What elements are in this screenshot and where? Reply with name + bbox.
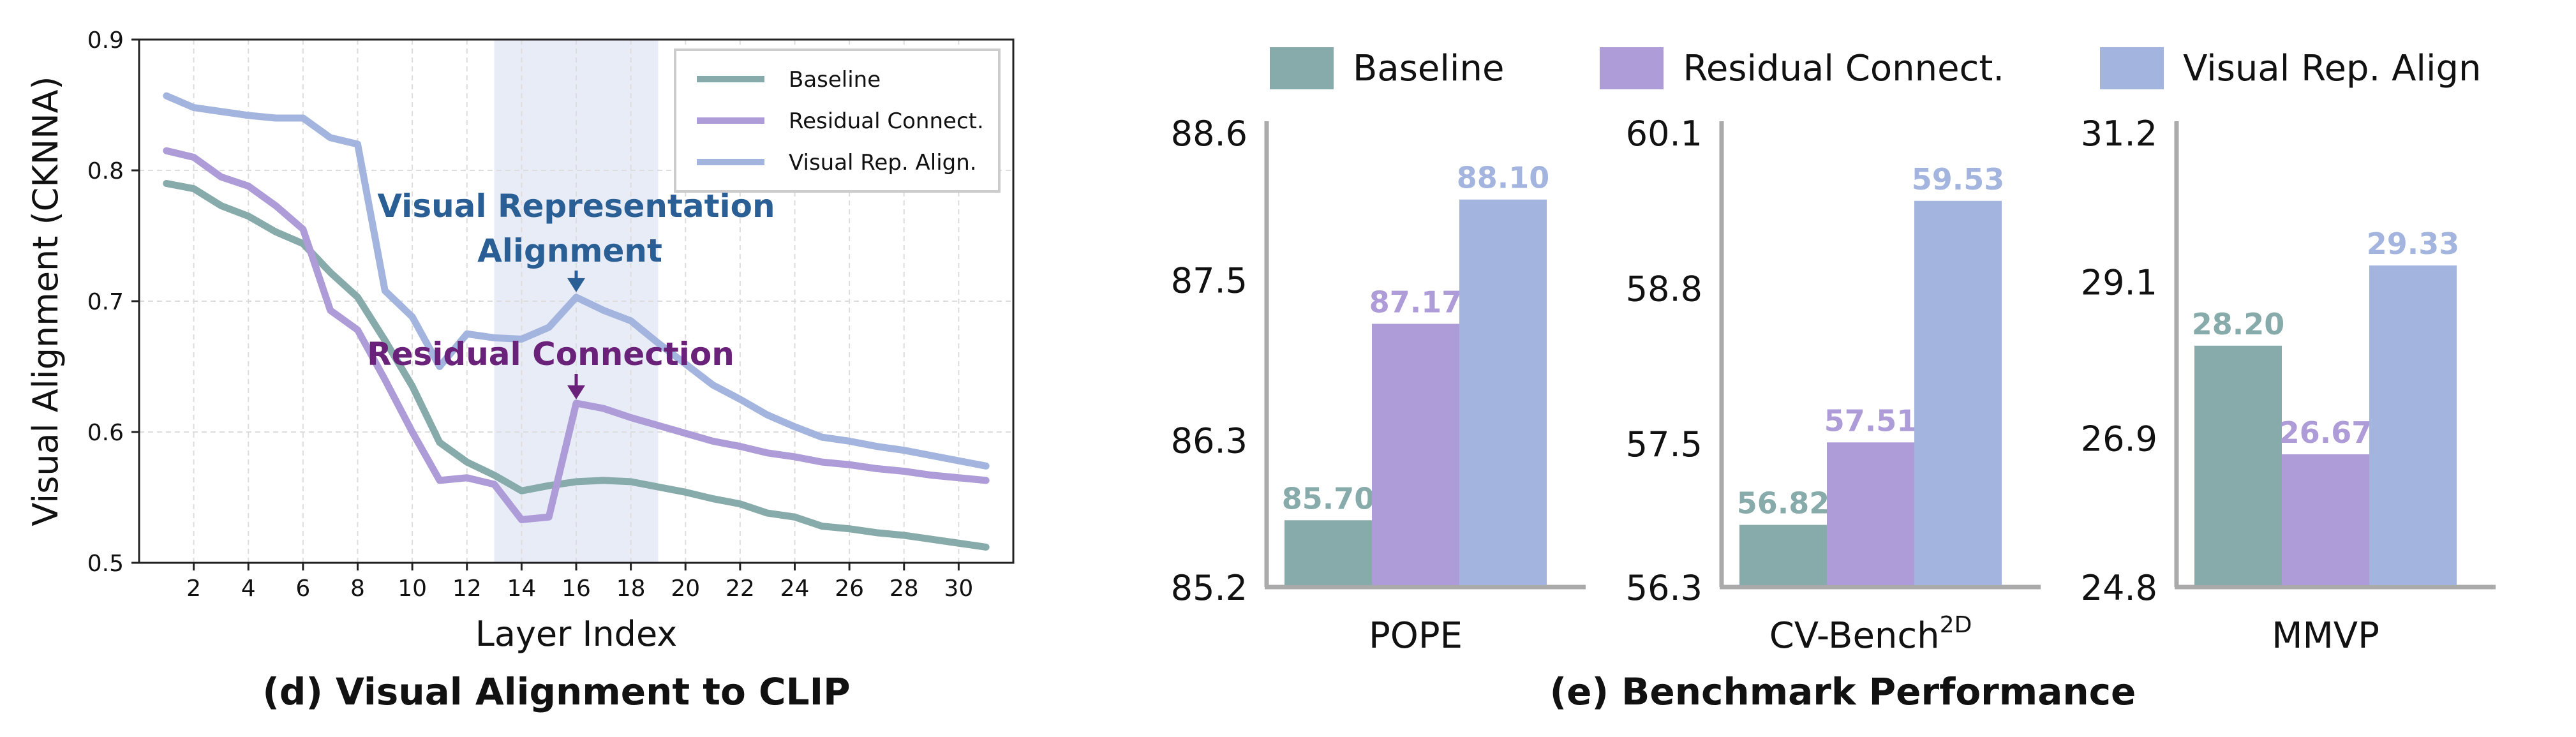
legend-label-baseline: Baseline <box>1353 47 1505 89</box>
bar-y-tick-label: 29.1 <box>2081 263 2157 303</box>
bar-y-tick-label: 31.2 <box>2081 114 2157 154</box>
line-legend-label-visual: Visual Rep. Align. <box>789 150 977 175</box>
y-tick-label: 0.6 <box>87 420 124 446</box>
x-tick-label: 8 <box>350 576 365 602</box>
x-tick-label: 20 <box>671 576 700 602</box>
legend-entry-residual: Residual Connect. <box>1600 47 2004 89</box>
bar-baseline <box>1739 525 1827 585</box>
bar-value-label-visual: 59.53 <box>1912 162 2005 197</box>
bar-y-tick-label: 87.5 <box>1171 260 1247 301</box>
line-chart: 2 4 6 8 10 12 14 16 18 20 22 24 26 28 300.50.60.70.80.… <box>26 27 1015 654</box>
x-tick-label: 16 <box>562 576 591 602</box>
x-tick-label: 2 <box>186 576 201 602</box>
bar-y-tick-label: 86.3 <box>1171 421 1247 461</box>
bar-value-label-baseline: 28.20 <box>2192 307 2285 341</box>
line-panel-caption: (d) Visual Alignment to CLIP <box>262 670 851 713</box>
legend-entry-visual: Visual Rep. Align <box>2100 47 2482 89</box>
bar-value-label-residual: 57.51 <box>1824 403 1917 438</box>
x-tick-label: 14 <box>507 576 536 602</box>
bench-legend: Baseline Residual Connect. Visual Rep. A… <box>1270 47 2482 89</box>
y-tick-label: 0.7 <box>87 289 124 315</box>
x-tick-label: 18 <box>616 576 646 602</box>
benchmark-panel: Baseline Residual Connect. Visual Rep. A… <box>1123 0 2576 737</box>
x-tick-label: 6 <box>295 576 310 602</box>
bar-y-tick-label: 57.5 <box>1626 424 1702 465</box>
series-line-residual <box>163 147 990 523</box>
bar-y-tick-label: 88.6 <box>1171 114 1247 154</box>
bar-visual <box>1459 199 1547 585</box>
bar-chart-title-superscript: 2D <box>1940 612 1972 638</box>
bar-value-label-visual: 29.33 <box>2367 227 2460 261</box>
bar-chart-title: MMVP <box>2272 615 2379 657</box>
bar-value-label-residual: 87.17 <box>1369 285 1463 319</box>
visual-alignment-panel: 2 4 6 8 10 12 14 16 18 20 22 24 26 28 30 0.5 0.6 0.7 0.8 0.… <box>0 0 1046 737</box>
bar-chart-title-main: MMVP <box>2272 615 2379 657</box>
bar-chart-title: POPE <box>1369 615 1463 657</box>
bar-y-tick-label: 60.1 <box>1626 114 1702 154</box>
series-line-visual <box>163 92 990 470</box>
annotation-visual-line-1: Visual Representation <box>377 188 775 225</box>
bar-residual <box>2282 454 2369 585</box>
annotation-residual-text: Residual Connection <box>367 336 734 373</box>
legend-swatch-baseline <box>1270 47 1334 89</box>
bar-residual <box>1372 324 1459 585</box>
line-legend-label-residual: Residual Connect. <box>789 108 984 134</box>
legend-label-visual: Visual Rep. Align <box>2183 47 2482 89</box>
bar-visual <box>2369 265 2457 585</box>
bar-y-tick-label: 58.8 <box>1626 269 1702 309</box>
bar-y-tick-label: 26.9 <box>2081 419 2157 459</box>
bar-value-label-baseline: 56.82 <box>1737 486 1830 521</box>
y-tick-label: 0.8 <box>87 158 124 184</box>
x-tick-label: 28 <box>890 576 919 602</box>
series-line-baseline <box>163 180 990 551</box>
x-tick-label: 10 <box>398 576 427 602</box>
y-axis-label: Visual Alignment (CKNNA) <box>26 76 66 526</box>
legend-swatch-residual <box>1600 47 1664 89</box>
bar-baseline <box>2194 345 2282 585</box>
legend-label-residual: Residual Connect. <box>1683 47 2005 89</box>
bar-chart-title-main: POPE <box>1369 615 1463 657</box>
x-axis-label: Layer Index <box>475 614 677 654</box>
y-tick-label: 0.9 <box>87 27 124 54</box>
bench-panel-caption: (e) Benchmark Performance <box>1549 670 2136 713</box>
x-tick-label: 24 <box>780 576 810 602</box>
bar-chart-title: CV-Bench2D <box>1769 612 1972 657</box>
bar-value-label-residual: 26.67 <box>2279 415 2372 450</box>
bar-y-tick-label: 56.3 <box>1626 568 1702 608</box>
annotation-visual-arrow-head <box>567 278 585 292</box>
bar-baseline <box>1284 520 1372 585</box>
x-tick-label: 26 <box>835 576 864 602</box>
bar-visual <box>1914 200 2002 585</box>
x-tick-label: 4 <box>241 576 256 602</box>
bar-chart-title-main: CV-Bench <box>1769 615 1940 657</box>
line-legend-label-baseline: Baseline <box>789 67 881 93</box>
annotation-residual-arrow-head <box>567 385 585 399</box>
bar-value-label-baseline: 85.70 <box>1282 481 1375 516</box>
legend-entry-baseline: Baseline <box>1270 47 1504 89</box>
legend-swatch-visual <box>2100 47 2164 89</box>
x-tick-label: 12 <box>452 576 482 602</box>
annotation-visual-line-2: Alignment <box>477 232 662 269</box>
x-tick-label: 30 <box>944 576 973 602</box>
bar-y-tick-label: 85.2 <box>1171 568 1247 608</box>
bar-value-label-visual: 88.10 <box>1457 161 1550 195</box>
y-tick-label: 0.5 <box>87 551 124 577</box>
bar-y-tick-label: 24.8 <box>2081 568 2157 608</box>
x-tick-label: 22 <box>726 576 755 602</box>
bar-charts: 85.2 86.3 87.5 88.6 85.70 87.17 88.10 POPE 56.3 5… <box>1171 114 2496 657</box>
bar-residual <box>1827 442 1914 585</box>
